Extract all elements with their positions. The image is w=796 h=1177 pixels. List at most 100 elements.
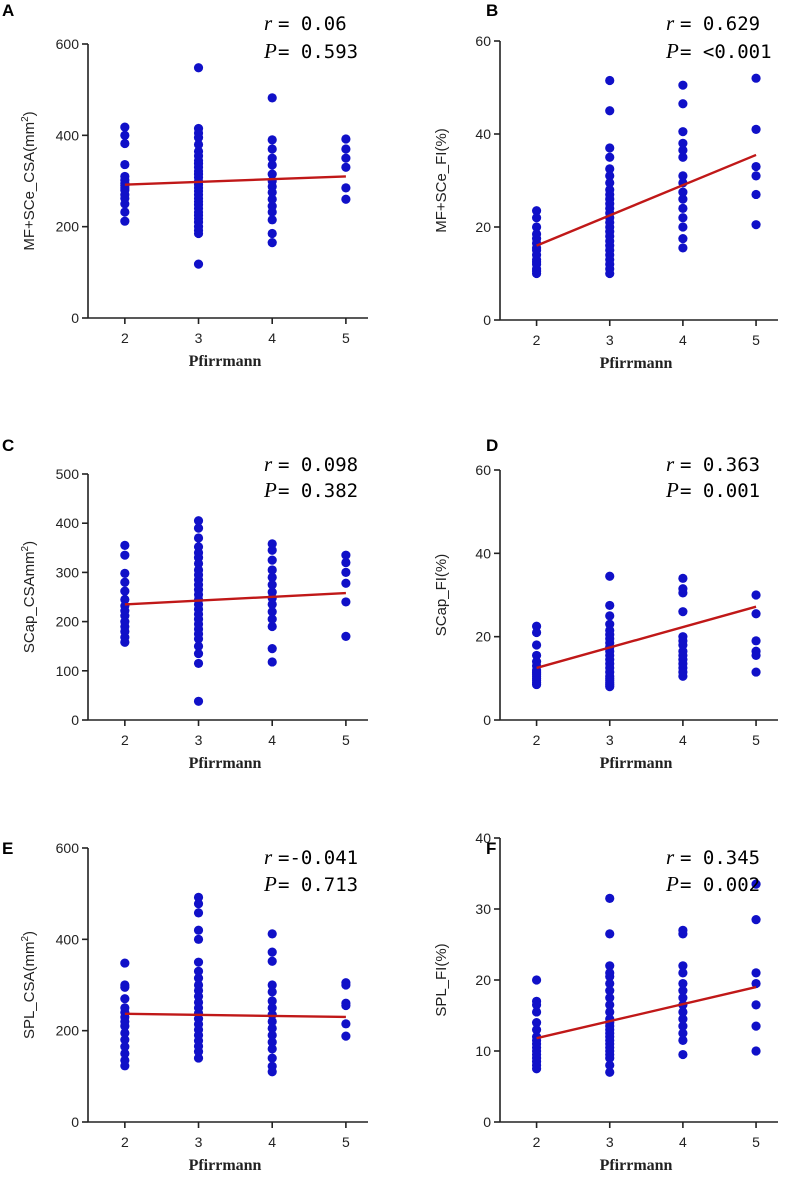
r-symbol: r <box>264 845 273 869</box>
data-point <box>267 160 277 170</box>
x-axis-label: Pfirrmann <box>600 355 673 372</box>
data-point <box>267 144 277 154</box>
data-point <box>193 899 204 909</box>
panel-F: F 0 10 20 30 40 2 3 4 5 Pfirrmann SPL_FI(%) r = 0.345… <box>433 830 778 1174</box>
fit-line <box>124 1012 346 1019</box>
p-value: = 0.001 <box>680 480 760 502</box>
panel-letter: A <box>2 1 14 20</box>
data-point <box>531 640 542 650</box>
x-axis-label: Pfirrmann <box>189 1157 262 1174</box>
data-point <box>341 578 351 588</box>
data-point <box>531 1025 542 1035</box>
x-tick-label: 4 <box>268 330 276 346</box>
data-point <box>678 187 688 197</box>
data-point <box>751 1000 761 1010</box>
data-point <box>751 650 761 661</box>
data-point <box>678 145 688 155</box>
y-tick-label: 60 <box>475 462 491 478</box>
data-point <box>678 203 688 213</box>
data-point <box>267 614 277 624</box>
data-point <box>267 93 277 103</box>
y-tick-label: 40 <box>475 126 491 142</box>
y-tick-label: 0 <box>71 310 79 326</box>
p-symbol: P <box>263 872 277 896</box>
x-axis-label: Pfirrmann <box>189 353 262 370</box>
y-tick-label: 400 <box>56 127 80 143</box>
data-point <box>120 577 130 587</box>
x-tick-label: 5 <box>342 732 350 748</box>
y-axis-label-main: MF+SCe_CSA(mm <box>21 122 38 251</box>
x-tick-label: 4 <box>679 332 687 348</box>
y-tick-label: 200 <box>56 614 80 630</box>
p-symbol: P <box>263 478 277 502</box>
data-point <box>751 667 761 677</box>
y-tick-label: 0 <box>483 312 491 328</box>
data-point <box>678 99 688 109</box>
data-point <box>605 978 615 989</box>
fit-line <box>124 591 346 606</box>
data-point <box>531 1000 542 1010</box>
y-axis-label: MF+SCe_FI(%) <box>433 128 450 233</box>
data-point <box>267 565 277 575</box>
x-tick-label: 4 <box>679 732 687 748</box>
x-tick-label: 2 <box>533 332 541 348</box>
data-point <box>267 238 277 248</box>
y-axis-label: SCap_FI(%) <box>433 554 450 637</box>
data-point <box>267 1037 277 1047</box>
r-symbol: r <box>264 11 273 35</box>
p-value: = 0.002 <box>680 874 760 896</box>
y-tick-label: 60 <box>475 33 491 49</box>
panel-letter: E <box>2 839 13 858</box>
data-point <box>120 1028 130 1038</box>
data-point <box>341 631 351 641</box>
y-tick-label: 0 <box>483 712 491 728</box>
data-point <box>267 947 277 957</box>
panel-letter: D <box>486 436 498 455</box>
x-tick-label: 5 <box>342 1134 350 1150</box>
data-point <box>267 599 277 609</box>
y-axis-label-main: SPL_FI(%) <box>433 943 450 1016</box>
data-point <box>341 144 351 154</box>
data-point <box>267 169 277 179</box>
data-point <box>531 206 542 216</box>
data-point <box>751 220 761 230</box>
data-point <box>193 1053 204 1063</box>
data-point <box>193 973 204 983</box>
data-point <box>120 550 130 560</box>
data-point <box>267 215 277 225</box>
data-point <box>193 966 204 976</box>
data-point <box>193 63 204 73</box>
data-point <box>605 143 615 153</box>
data-point <box>531 213 542 223</box>
x-tick-label: 5 <box>752 332 760 348</box>
data-point <box>120 994 130 1004</box>
data-point <box>678 127 688 137</box>
y-tick-label: 200 <box>56 219 80 235</box>
data-point <box>267 135 277 145</box>
data-point <box>751 978 761 989</box>
data-point <box>605 1067 615 1077</box>
data-point <box>120 122 130 132</box>
data-point <box>341 1031 351 1041</box>
p-symbol: P <box>665 478 679 502</box>
data-point <box>531 679 542 690</box>
data-point <box>120 1048 130 1059</box>
data-point <box>531 1018 542 1028</box>
data-point <box>751 124 761 134</box>
data-point <box>193 558 204 569</box>
data-point <box>267 621 277 632</box>
data-point <box>605 893 615 903</box>
data-point <box>193 892 204 902</box>
y-axis-label-superscript: 2 <box>20 545 31 551</box>
data-point <box>120 138 130 149</box>
p-value: = 0.382 <box>278 480 358 502</box>
data-point <box>193 228 204 239</box>
y-tick-label: 400 <box>56 931 80 947</box>
data-point <box>678 671 688 681</box>
data-point <box>605 993 615 1003</box>
data-point <box>751 1046 761 1056</box>
panel-letter: C <box>2 436 14 455</box>
y-tick-label: 0 <box>71 712 79 728</box>
x-tick-label: 2 <box>533 1134 541 1150</box>
